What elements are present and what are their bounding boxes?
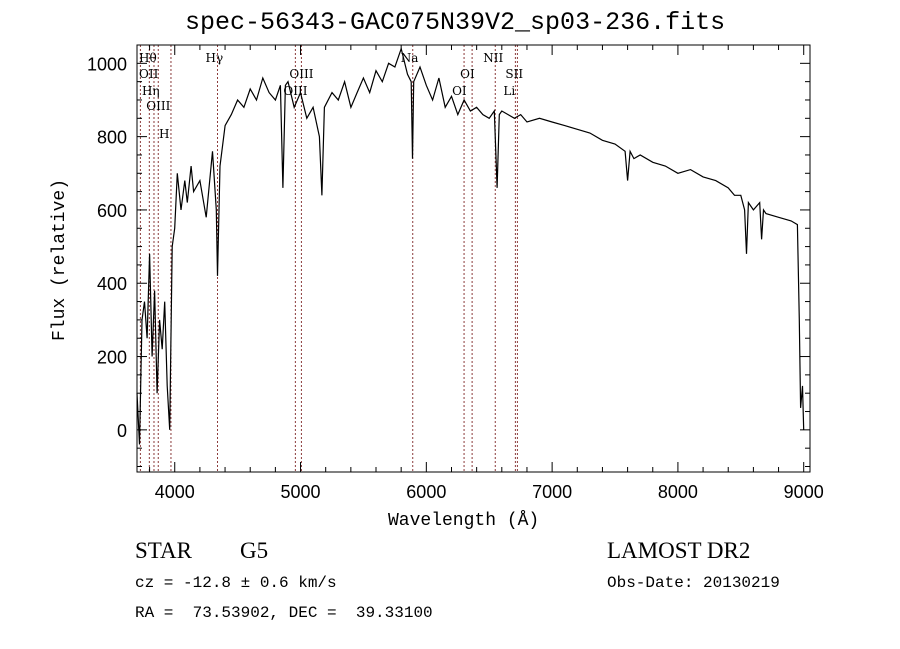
line-label: OI: [460, 67, 475, 81]
object-subclass: G5: [240, 538, 269, 563]
plot-frame: [136, 44, 811, 473]
line-label: Hη: [142, 84, 160, 98]
line-label: OIII: [283, 84, 307, 98]
y-tick-label: 200: [97, 348, 127, 368]
y-tick-label: 600: [97, 201, 127, 221]
line-label: OIII: [146, 99, 170, 113]
x-tick-label: 6000: [406, 482, 446, 502]
chart-title: spec-56343-GAC075N39V2_sp03-236.fits: [185, 8, 726, 37]
line-label: OII: [139, 67, 159, 81]
line-label: H: [159, 127, 169, 141]
spectrum-line: [136, 46, 805, 445]
x-tick-label: 8000: [658, 482, 698, 502]
y-tick-label: 0: [117, 421, 127, 441]
x-tick-label: 9000: [784, 482, 824, 502]
y-tick-label: 1000: [87, 54, 127, 74]
line-label: OIII: [289, 67, 313, 81]
line-label: SII: [505, 67, 523, 81]
y-tick-label: 800: [97, 128, 127, 148]
x-tick-label: 7000: [532, 482, 572, 502]
redshift-info: cz = -12.8 ± 0.6 km/s: [135, 574, 337, 592]
survey-label: LAMOST DR2: [607, 538, 751, 563]
x-tick-label: 5000: [281, 482, 321, 502]
line-label: Hθ: [139, 51, 157, 65]
line-label: Li: [503, 84, 515, 98]
obs-date: Obs-Date: 20130219: [607, 574, 780, 592]
line-label: Hγ: [206, 51, 224, 65]
x-tick-label: 4000: [155, 482, 195, 502]
coordinates-info: RA = 73.53902, DEC = 39.33100: [135, 604, 433, 622]
line-label: OI: [452, 84, 467, 98]
y-tick-label: 400: [97, 274, 127, 294]
x-axis-label: Wavelength (Å): [388, 511, 540, 531]
line-label: Na: [401, 51, 419, 65]
line-label: NII: [483, 51, 503, 65]
y-axis-label: Flux (relative): [50, 178, 70, 342]
object-class: STAR: [135, 538, 192, 563]
